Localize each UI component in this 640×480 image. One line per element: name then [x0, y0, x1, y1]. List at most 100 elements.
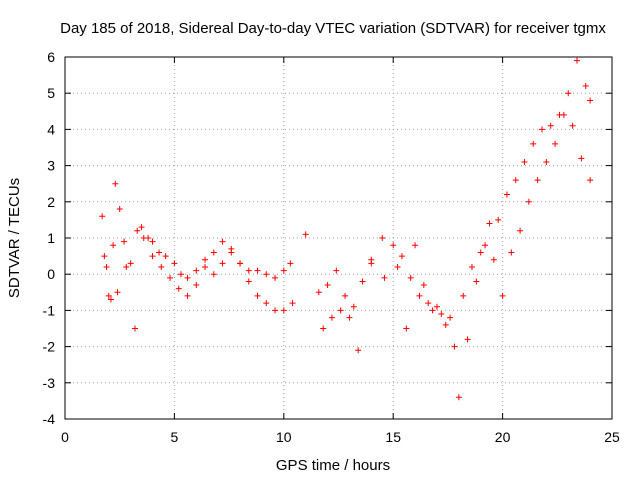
data-point: [245, 278, 252, 285]
y-tick-label: 3: [47, 158, 55, 174]
data-point: [103, 263, 110, 270]
y-tick-label: 0: [47, 266, 55, 282]
data-point: [107, 296, 114, 303]
data-point: [175, 285, 182, 292]
data-point: [158, 263, 165, 270]
x-tick-label: 10: [276, 429, 292, 445]
data-point: [460, 292, 467, 299]
data-point: [346, 314, 353, 321]
data-point: [473, 278, 480, 285]
data-point: [534, 177, 541, 184]
data-point: [368, 256, 375, 263]
data-point: [280, 307, 287, 314]
data-point: [123, 263, 130, 270]
data-point: [272, 274, 279, 281]
data-point: [134, 227, 141, 234]
data-point: [127, 260, 134, 267]
data-point: [333, 267, 340, 274]
data-point: [219, 260, 226, 267]
data-point: [315, 289, 322, 296]
y-tick-label: 2: [47, 194, 55, 210]
x-axis-title: GPS time / hours: [276, 457, 390, 474]
grid: [65, 57, 612, 419]
data-point: [114, 289, 121, 296]
data-point: [530, 140, 537, 147]
data-point: [110, 242, 117, 249]
data-point: [254, 292, 261, 299]
data-point: [280, 267, 287, 274]
data-point: [517, 227, 524, 234]
data-point: [547, 122, 554, 129]
data-point: [193, 282, 200, 289]
data-point: [499, 292, 506, 299]
data-point: [99, 213, 106, 220]
data-point: [228, 249, 235, 256]
data-point: [407, 274, 414, 281]
data-point: [429, 307, 436, 314]
data-point: [210, 271, 217, 278]
data-point: [132, 325, 139, 332]
data-point: [425, 300, 432, 307]
data-point: [578, 155, 585, 162]
data-point: [237, 260, 244, 267]
data-point: [245, 267, 252, 274]
data-point: [320, 325, 327, 332]
y-tick-label: 4: [47, 121, 55, 137]
axis-ticks: 0 5 10 15 20 25 -4 -3 -2 -1 0 1 2 3 4 5 6: [43, 49, 620, 445]
data-point: [390, 242, 397, 249]
data-point: [328, 314, 335, 321]
data-point: [490, 256, 497, 263]
data-point: [552, 140, 559, 147]
x-tick-label: 15: [385, 429, 401, 445]
data-point: [219, 238, 226, 245]
data-point: [379, 235, 386, 241]
x-tick-label: 20: [495, 429, 511, 445]
data-point: [337, 307, 344, 314]
series-trace-B: [101, 235, 296, 332]
data-point: [167, 274, 174, 281]
data-point: [503, 191, 510, 198]
data-point: [569, 122, 576, 129]
data-point: [587, 97, 594, 104]
data-point: [521, 158, 528, 165]
data-point: [573, 57, 580, 64]
data-point: [525, 198, 532, 205]
data-point: [403, 325, 410, 332]
data-point: [495, 216, 502, 223]
data-point: [560, 111, 567, 118]
data-point: [162, 253, 169, 260]
y-tick-label: -3: [43, 375, 56, 391]
data-point: [202, 256, 209, 263]
x-tick-label: 5: [171, 429, 179, 445]
series-trace-A: [99, 180, 294, 299]
data-point: [359, 278, 366, 285]
series-trace-C: [302, 57, 594, 350]
x-tick-label: 0: [61, 429, 69, 445]
data-point: [512, 177, 519, 184]
data-point: [149, 253, 156, 260]
y-tick-label: -2: [43, 339, 56, 355]
data-point: [442, 321, 449, 328]
data-point: [184, 292, 191, 299]
series-trace-D: [320, 111, 594, 401]
data-point: [381, 274, 388, 281]
data-point: [289, 300, 296, 307]
data-point: [451, 343, 458, 350]
data-point: [538, 126, 545, 133]
data-point: [101, 253, 108, 260]
data-point: [464, 336, 471, 343]
data-point: [116, 206, 123, 213]
data-point: [272, 307, 279, 314]
data-point: [477, 249, 484, 256]
data-point: [486, 220, 493, 227]
data-point: [565, 90, 572, 97]
data-point: [455, 394, 462, 401]
data-point: [394, 263, 401, 270]
data-point: [433, 303, 440, 310]
data-point: [468, 263, 475, 270]
data-point: [324, 282, 331, 289]
data-point: [287, 260, 294, 267]
data-point: [149, 238, 156, 245]
data-point: [508, 249, 515, 256]
data-point: [193, 267, 200, 274]
